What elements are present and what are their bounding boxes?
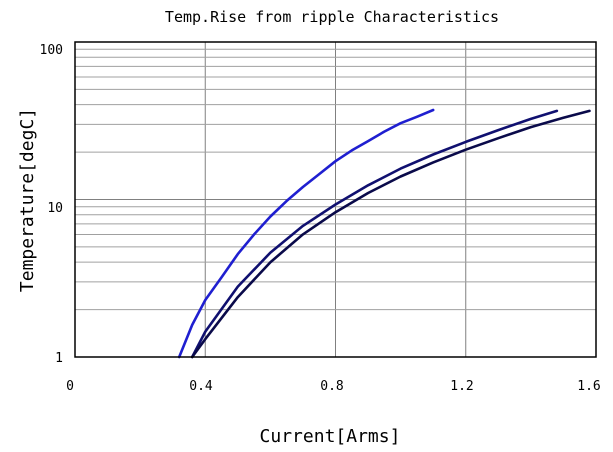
x-tick-label: 0.4 <box>189 379 213 394</box>
chart-title: Temp.Rise from ripple Characteristics <box>165 8 499 26</box>
y-tick-label: 100 <box>40 43 63 58</box>
grid <box>75 42 596 357</box>
x-axis-label: Current[Arms] <box>260 426 401 447</box>
series-group <box>177 108 591 359</box>
y-tick-labels: 1 10 100 <box>40 43 63 366</box>
y-tick-label: 1 <box>55 351 63 366</box>
series-line-2 <box>190 109 559 359</box>
y-tick-label: 10 <box>47 201 63 216</box>
x-tick-label: 1.6 <box>577 379 600 394</box>
plot-frame <box>74 41 597 358</box>
x-tick-labels: 0 0.4 0.8 1.2 1.6 <box>66 379 601 394</box>
series-line-3 <box>190 109 591 359</box>
x-tick-label: 1.2 <box>450 379 473 394</box>
x-tick-label: 0.8 <box>320 379 343 394</box>
x-tick-label: 0 <box>66 379 74 394</box>
y-axis-label: Temperature[degC] <box>17 108 38 292</box>
series-line-1 <box>177 108 435 359</box>
